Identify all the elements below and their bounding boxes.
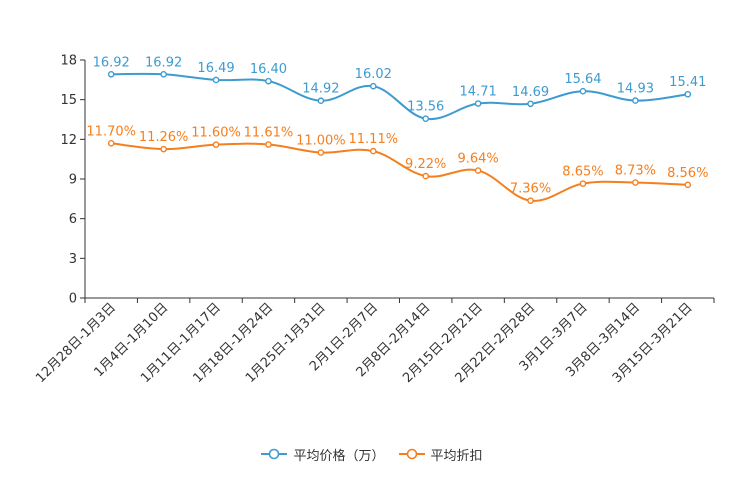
discount-data-label: 11.60% <box>191 126 241 141</box>
discount-series-line <box>111 142 688 202</box>
discount-data-label: 11.26% <box>139 130 189 145</box>
price-point[interactable] <box>632 97 639 104</box>
y-tick-label: 12 <box>60 133 77 148</box>
discount-data-label: 8.65% <box>562 165 603 180</box>
discount-data-label: 9.22% <box>405 157 446 172</box>
discount-data-label: 11.70% <box>86 124 136 139</box>
discount-point[interactable] <box>527 197 534 204</box>
price-point[interactable] <box>579 87 587 95</box>
price-point[interactable] <box>212 76 220 84</box>
price-point[interactable] <box>369 82 377 90</box>
discount-point[interactable] <box>579 180 587 187</box>
price-data-label: 16.92 <box>93 55 130 70</box>
data-labels: 16.92 16.92 16.49 16.40 14.92 16.02 13.56 14.71… <box>86 55 708 196</box>
legend-price-line-icon <box>261 448 288 460</box>
discount-point[interactable] <box>369 147 377 155</box>
price-data-label: 16.49 <box>197 61 234 76</box>
y-axis: 0 3 6 9 12 15 18 <box>60 54 86 307</box>
legend: 平均价格（万） 平均折扣 <box>0 444 744 464</box>
legend-discount-label: 平均折扣 <box>430 448 483 464</box>
discount-point[interactable] <box>160 145 167 153</box>
y-tick-label: 6 <box>69 212 77 227</box>
price-point[interactable] <box>684 90 692 98</box>
price-data-label: 16.02 <box>355 67 392 82</box>
price-point[interactable] <box>422 115 430 123</box>
y-tick-label: 18 <box>60 54 77 69</box>
price-point[interactable] <box>265 77 272 85</box>
series-layer <box>107 70 692 204</box>
price-data-label: 16.92 <box>145 55 182 70</box>
line-chart: 0 3 6 9 12 15 18 12月28日-1月3日1月4日-1月10日1月11日-1月… <box>33 54 715 386</box>
discount-data-label: 11.61% <box>244 125 294 140</box>
discount-point[interactable] <box>212 141 220 148</box>
price-point[interactable] <box>160 70 167 78</box>
price-series-line <box>111 72 688 121</box>
price-data-label: 15.64 <box>564 72 601 87</box>
discount-point[interactable] <box>265 141 272 148</box>
y-tick-label: 9 <box>69 173 77 188</box>
discount-point[interactable] <box>317 149 325 156</box>
discount-point[interactable] <box>107 139 115 147</box>
price-data-label: 15.41 <box>669 75 706 90</box>
legend-item-discount[interactable]: 平均折扣 <box>398 445 483 464</box>
price-data-label: 16.40 <box>250 62 287 77</box>
discount-data-label: 11.00% <box>296 134 346 149</box>
x-axis: 12月28日-1月3日1月4日-1月10日1月11日-1月17日1月18日-1月… <box>33 297 715 386</box>
price-point[interactable] <box>107 70 115 78</box>
price-point[interactable] <box>527 100 534 108</box>
price-data-label: 14.92 <box>302 82 339 97</box>
legend-discount-line-icon <box>398 448 425 460</box>
discount-data-label: 9.64% <box>457 152 498 167</box>
discount-point[interactable] <box>422 172 430 180</box>
y-tick-label: 15 <box>60 93 77 108</box>
price-data-label: 13.56 <box>407 100 444 115</box>
legend-price-label: 平均价格（万） <box>293 448 385 464</box>
price-data-label: 14.93 <box>617 82 654 97</box>
legend-item-price[interactable]: 平均价格（万） <box>261 445 385 464</box>
discount-point[interactable] <box>474 167 482 174</box>
discount-data-label: 7.36% <box>510 182 551 197</box>
price-point[interactable] <box>474 100 482 107</box>
price-data-label: 14.71 <box>460 85 497 100</box>
discount-point[interactable] <box>632 179 639 186</box>
discount-point[interactable] <box>684 181 692 189</box>
discount-data-label: 11.11% <box>349 132 399 147</box>
y-tick-label: 0 <box>69 292 77 307</box>
y-tick-label: 3 <box>69 252 77 267</box>
price-point[interactable] <box>317 97 325 105</box>
discount-data-label: 8.73% <box>615 164 656 179</box>
discount-data-label: 8.56% <box>667 166 708 181</box>
price-data-label: 14.69 <box>512 85 549 100</box>
